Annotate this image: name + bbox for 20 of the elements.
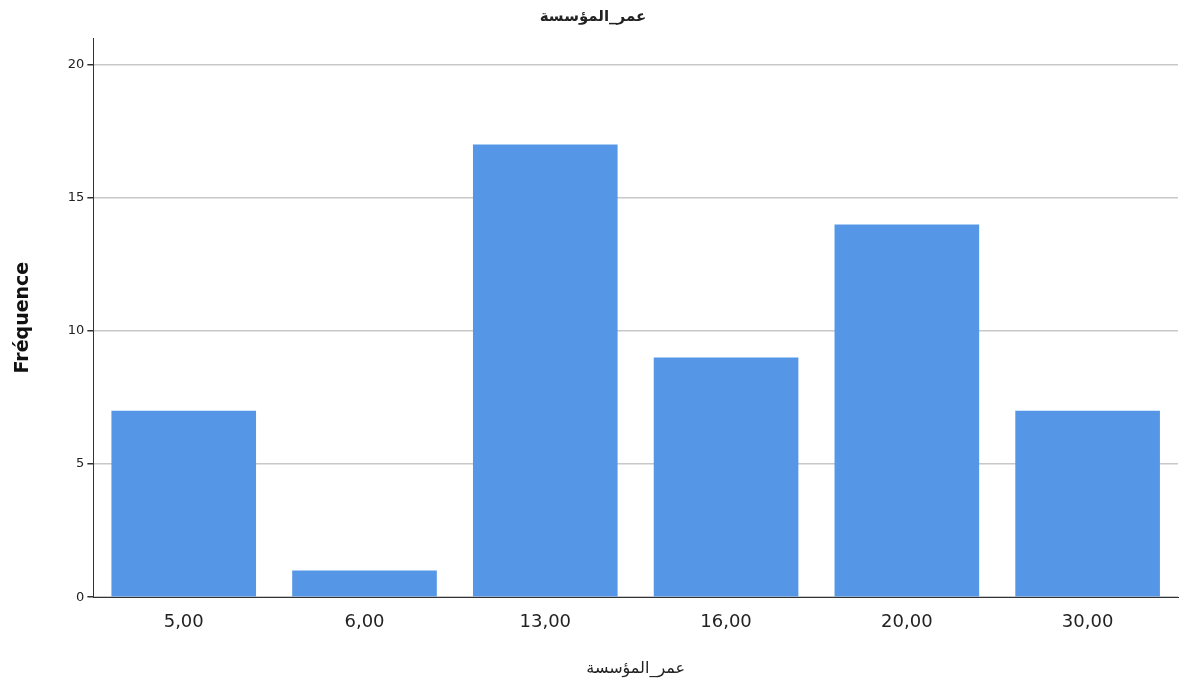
bar [472, 144, 618, 597]
y-tick-label: 5 [76, 455, 85, 471]
x-tick-label: 30,00 [1061, 609, 1114, 631]
y-tick-label: 0 [76, 588, 85, 604]
bar [111, 410, 257, 597]
bar [292, 570, 437, 597]
bar [1015, 410, 1160, 597]
y-tick-label: 20 [67, 56, 85, 71]
bar [834, 224, 980, 597]
x-tick-label: 16,00 [700, 609, 752, 631]
x-tick-label: 5,00 [163, 609, 204, 631]
bar [653, 357, 799, 597]
x-tick-label: 13,00 [519, 609, 572, 631]
y-axis-title: Fréquence [10, 261, 33, 374]
y-tick-label: 15 [67, 189, 85, 205]
x-axis-title: عمر_المؤسسة [586, 657, 686, 678]
y-tick-label: 10 [67, 322, 85, 338]
x-tick-label: 20,00 [881, 609, 933, 631]
x-tick-label: 6,00 [344, 609, 385, 631]
chart-title: عمر_المؤسسة [539, 6, 647, 25]
